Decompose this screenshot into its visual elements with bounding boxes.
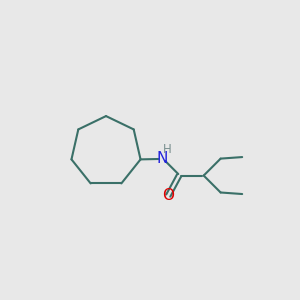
Text: H: H: [163, 143, 172, 156]
Text: O: O: [162, 188, 174, 203]
Text: N: N: [156, 151, 168, 166]
